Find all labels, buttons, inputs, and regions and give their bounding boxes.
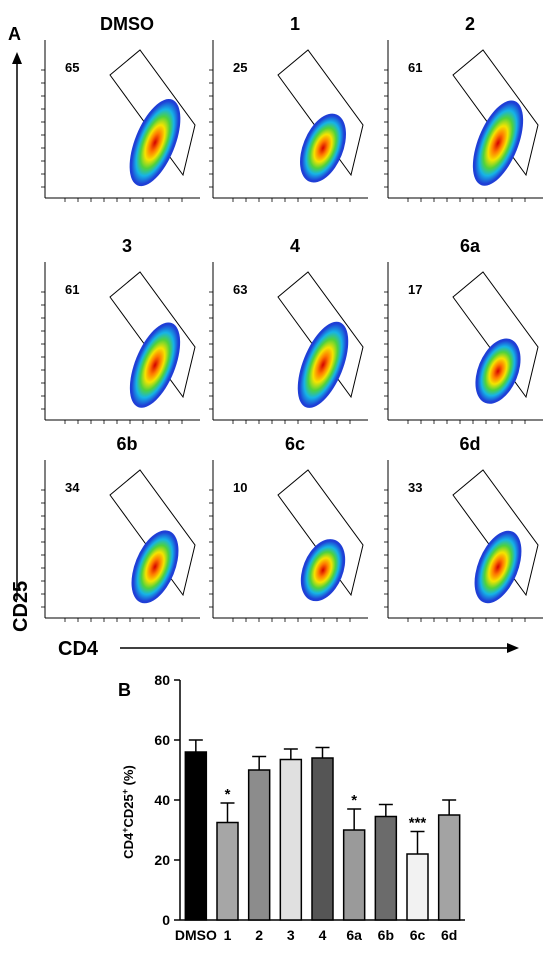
- bar-category-label: 6c: [410, 927, 426, 943]
- flow-plot: 6a 17: [384, 236, 543, 424]
- cell-population-density: [131, 324, 179, 406]
- bar-significance-label: ***: [409, 815, 427, 832]
- gate-percent-label: 33: [408, 480, 422, 495]
- gate-percent-label: 63: [233, 282, 247, 297]
- cd4-axis-label: CD4: [58, 638, 99, 660]
- panel-a-axes: [12, 52, 519, 653]
- bar-category-label: 4: [319, 927, 327, 943]
- gate-percent-label: 65: [65, 60, 79, 75]
- bar-category-label: 2: [255, 927, 263, 943]
- flow-plot: 1 25: [209, 14, 368, 202]
- bar: [184, 751, 208, 921]
- bar-category-label: DMSO: [175, 927, 217, 943]
- flow-plot-title: 4: [290, 236, 300, 256]
- bar-y-tick-label: 20: [154, 852, 170, 868]
- bar-significance-label: *: [351, 792, 357, 809]
- bar-significance-label: *: [225, 786, 231, 803]
- flow-plot-title: 6b: [116, 434, 137, 454]
- bar: [342, 829, 366, 921]
- flow-plot-title: 3: [122, 236, 132, 256]
- gate-percent-label: 17: [408, 282, 422, 297]
- flow-plot: 2 61: [384, 14, 543, 202]
- flow-plot: DMSO 65: [41, 14, 200, 202]
- y-axis-arrow-head: [12, 52, 22, 64]
- bar: [311, 757, 334, 921]
- bar-category-label: 1: [224, 927, 232, 943]
- flow-plot-title: 2: [465, 14, 475, 34]
- bar: [216, 821, 239, 921]
- cell-population-density: [302, 541, 344, 600]
- panel-a-letter: A: [8, 24, 21, 44]
- cell-population-density: [299, 323, 347, 406]
- gate-percent-label: 10: [233, 480, 247, 495]
- bar-category-label: 6a: [346, 927, 362, 943]
- gate-percent-label: 61: [408, 60, 422, 75]
- bar-y-axis-label: CD4+CD25+ (%): [120, 765, 136, 859]
- cell-population-density: [474, 102, 522, 184]
- bar: [374, 815, 398, 921]
- cell-population-density: [131, 100, 179, 185]
- flow-plot-title: 1: [290, 14, 300, 34]
- flow-plot-title: 6d: [459, 434, 480, 454]
- cell-population-density: [476, 532, 520, 602]
- panel-b-letter: B: [118, 680, 131, 700]
- flow-plot-title: DMSO: [100, 14, 154, 34]
- bar: [279, 758, 303, 921]
- bar-y-tick-label: 0: [162, 912, 170, 928]
- gate-percent-label: 25: [233, 60, 247, 75]
- bar-category-label: 3: [287, 927, 295, 943]
- bar: [247, 769, 271, 921]
- bar-y-tick-label: 40: [154, 792, 170, 808]
- bar-chart: 0 20 40 60 80 DMSO 1 * 2 3 4 6a * 6b 6c *** 6d: [154, 672, 465, 943]
- bar-y-tick-label: 60: [154, 732, 170, 748]
- cell-population-density: [133, 532, 177, 602]
- flow-plot: 6c 10: [209, 434, 368, 622]
- flow-plot-title: 6a: [460, 236, 481, 256]
- flow-plot: 3 61: [41, 236, 200, 424]
- flow-plots: DMSO 65 1 25 2 61 3 61 4 63 6a 17 6b 34 6c 10 6d 33: [41, 14, 543, 622]
- bar-y-tick-label: 80: [154, 672, 170, 688]
- flow-plot: 6b 34: [41, 434, 200, 622]
- bar: [406, 853, 429, 921]
- bar-category-label: 6b: [378, 927, 394, 943]
- bar-y-axis-label-text: CD4+CD25+ (%): [120, 765, 136, 859]
- bar: [437, 814, 461, 921]
- cell-population-density: [477, 340, 519, 402]
- flow-plot-title: 6c: [285, 434, 305, 454]
- flow-plot: 4 63: [209, 236, 368, 424]
- gate-percent-label: 61: [65, 282, 79, 297]
- gate-percent-label: 34: [65, 480, 80, 495]
- cd25-axis-label: CD25: [10, 581, 32, 632]
- cell-population-density: [301, 115, 345, 181]
- x-axis-arrow-head: [507, 643, 519, 653]
- flow-plot: 6d 33: [384, 434, 543, 622]
- bar-category-label: 6d: [441, 927, 457, 943]
